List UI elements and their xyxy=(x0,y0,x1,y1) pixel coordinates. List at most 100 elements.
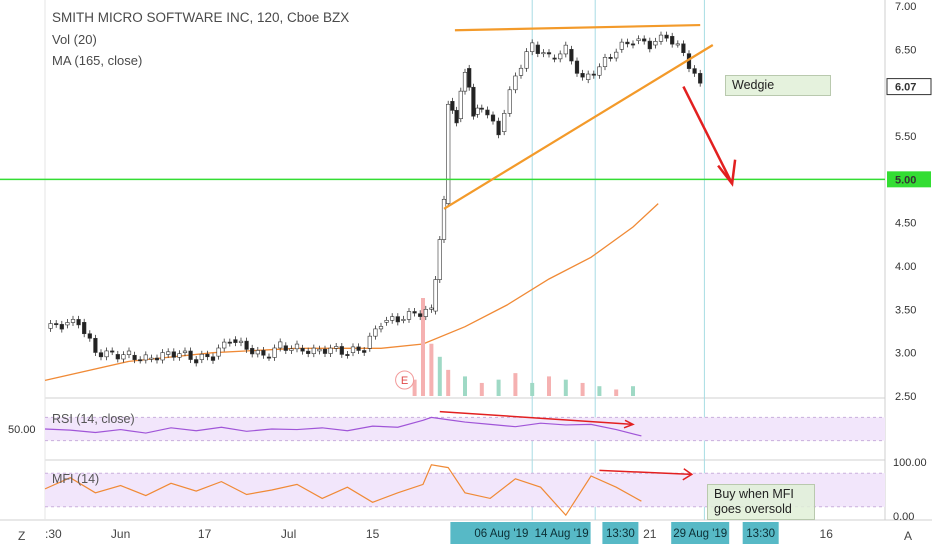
candle-body xyxy=(210,356,216,361)
candle-body xyxy=(317,348,322,352)
chart-title: SMITH MICRO SOFTWARE INC, 120, Cboe BZX xyxy=(52,10,350,25)
volume-bar xyxy=(496,379,501,396)
down-arrow-head xyxy=(717,159,737,187)
price-tick-label: 3.00 xyxy=(895,348,916,360)
candle-body xyxy=(373,328,378,337)
candle-body xyxy=(65,322,70,326)
mfi-arrow xyxy=(599,469,692,476)
mfi-tick-label: 100.00 xyxy=(893,457,927,469)
candle-body xyxy=(261,350,266,356)
earnings-label: E xyxy=(401,375,408,387)
candle-body xyxy=(602,57,608,67)
candle-body xyxy=(390,316,395,321)
ma-legend: MA (165, close) xyxy=(52,53,143,68)
candle-body xyxy=(518,67,524,76)
candle-body xyxy=(625,41,630,45)
candle-body xyxy=(580,73,585,78)
rsi-series-line xyxy=(44,416,642,437)
candle-body xyxy=(278,341,283,349)
candle-body xyxy=(300,348,305,352)
candle-body xyxy=(82,322,87,335)
candle-body xyxy=(467,68,472,88)
volume-bar xyxy=(446,369,451,396)
candle-body xyxy=(698,73,703,84)
candle-body xyxy=(437,239,442,280)
volume-bar xyxy=(597,386,602,396)
candle-body xyxy=(619,41,624,50)
candle-body xyxy=(110,350,115,353)
candle-body xyxy=(406,311,412,320)
mfi-tick-label: 0.00 xyxy=(893,511,914,523)
candle-body xyxy=(591,73,596,76)
candle-body xyxy=(59,324,64,330)
candle-body xyxy=(289,348,294,351)
volume-bar xyxy=(563,379,568,396)
date-badge-label: 13:30 xyxy=(606,528,635,540)
candle-body xyxy=(454,110,459,124)
candle-body xyxy=(418,313,423,317)
volume-bar xyxy=(631,386,635,396)
candle-body xyxy=(194,359,199,364)
last-price-tag xyxy=(886,78,932,96)
candle-body xyxy=(681,43,686,53)
date-badge-label: 13:30 xyxy=(746,528,775,540)
candle-body xyxy=(458,90,463,119)
price-tick-label: 4.50 xyxy=(895,218,916,230)
rsi-divergence-arrowhead xyxy=(623,419,635,429)
candle-body xyxy=(446,103,451,204)
time-tick-label: 21 xyxy=(643,527,657,541)
candle-body xyxy=(552,57,557,60)
autoscale-button[interactable]: A xyxy=(904,529,913,543)
candle-body xyxy=(334,346,339,349)
candle-body xyxy=(311,347,316,354)
date-badge xyxy=(671,522,730,544)
mfi-legend: MFI (14) xyxy=(52,472,100,486)
candle-body xyxy=(216,347,221,357)
rsi-pane xyxy=(44,410,885,442)
candle-body xyxy=(255,350,260,355)
candle-body xyxy=(294,343,300,350)
date-badge-label: 06 Aug '19 xyxy=(474,528,528,540)
volume-bar xyxy=(463,376,467,396)
date-badge xyxy=(450,522,553,544)
candle-body xyxy=(412,311,417,314)
candle-body xyxy=(70,319,76,323)
candle-body xyxy=(76,319,81,326)
price-tick-label: 7.00 xyxy=(895,1,916,13)
time-tick-label: 15 xyxy=(366,527,380,541)
candle-body xyxy=(653,41,658,46)
note-buy-mfi[interactable]: Buy when MFI goes oversold xyxy=(707,484,815,520)
candle-body xyxy=(54,323,59,326)
price-tick-label: 3.50 xyxy=(895,304,916,316)
volume-legend: Vol (20) xyxy=(52,32,97,47)
candle-body xyxy=(272,347,277,358)
note-wedgie[interactable]: Wedgie xyxy=(725,75,831,96)
timezone-button[interactable]: Z xyxy=(18,529,26,543)
candle-body xyxy=(401,319,406,321)
price-tick-label: 6.50 xyxy=(895,44,916,56)
earnings-circle xyxy=(395,370,415,390)
time-tick-label: Jul xyxy=(281,527,296,541)
candle-body xyxy=(345,354,350,356)
candle-body xyxy=(608,57,613,59)
price-axis: 7.00 6.50 6.07 5.50 5.00 4.50 4.00 3.50 3.00 2.50… xyxy=(8,1,932,523)
drawings xyxy=(0,23,885,210)
price-tick-label: 4.00 xyxy=(895,261,916,273)
date-badge xyxy=(532,522,591,544)
candle-body xyxy=(177,353,182,358)
price-tick-label: 6.07 xyxy=(895,82,916,94)
candle-body xyxy=(507,89,512,114)
candle-body xyxy=(266,356,272,359)
volume-bar xyxy=(479,382,484,396)
candle-body xyxy=(233,339,238,343)
candle-body xyxy=(692,68,697,74)
candle-body xyxy=(450,101,455,111)
candle-body xyxy=(496,120,501,136)
candle-body xyxy=(530,42,535,52)
grid xyxy=(0,0,932,521)
candle-body xyxy=(362,350,367,353)
time-axis: :30 Jun 17 Jul 15 21 16 06 Aug '19 14 Aug '19 13:… xyxy=(45,522,833,544)
candle-body xyxy=(502,113,507,132)
candle-body xyxy=(636,38,641,41)
date-badge xyxy=(602,522,639,544)
